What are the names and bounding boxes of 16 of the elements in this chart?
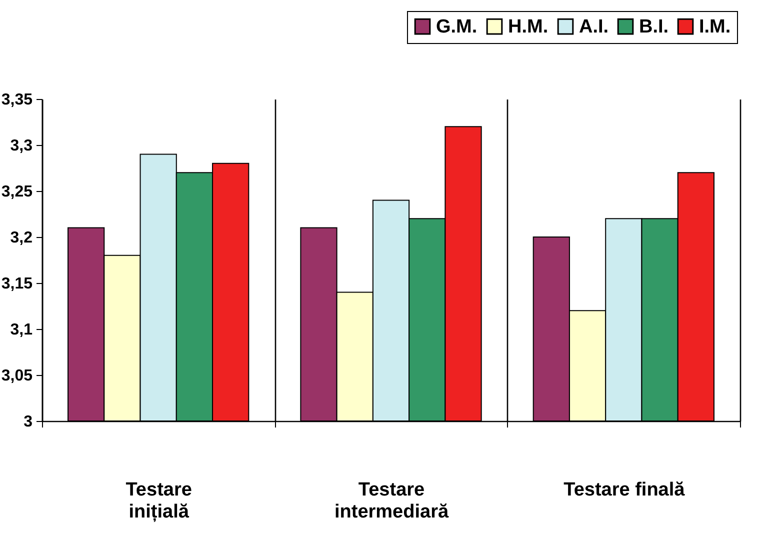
y-tick-label: 3,15	[1, 276, 33, 292]
y-tick-label: 3,3	[10, 138, 33, 154]
y-tick-label: 3,1	[10, 322, 33, 338]
x-tick-label: Testare inițială	[126, 480, 192, 522]
legend-label: G.M.	[436, 16, 478, 38]
y-tick-label: 3,35	[1, 92, 33, 108]
legend-label: I.M.	[699, 16, 731, 38]
x-tick-label: Testare finală	[564, 480, 686, 500]
legend-label: B.I.	[639, 16, 669, 38]
y-tick-label: 3,05	[1, 368, 33, 384]
x-tick-label: Testare intermediară	[334, 480, 449, 522]
legend-label: A.I.	[579, 16, 609, 38]
legend-label: H.M.	[508, 16, 548, 38]
y-tick-label: 3,2	[10, 230, 33, 246]
y-tick-label: 3,25	[1, 184, 33, 200]
y-tick-label: 3	[24, 414, 33, 430]
